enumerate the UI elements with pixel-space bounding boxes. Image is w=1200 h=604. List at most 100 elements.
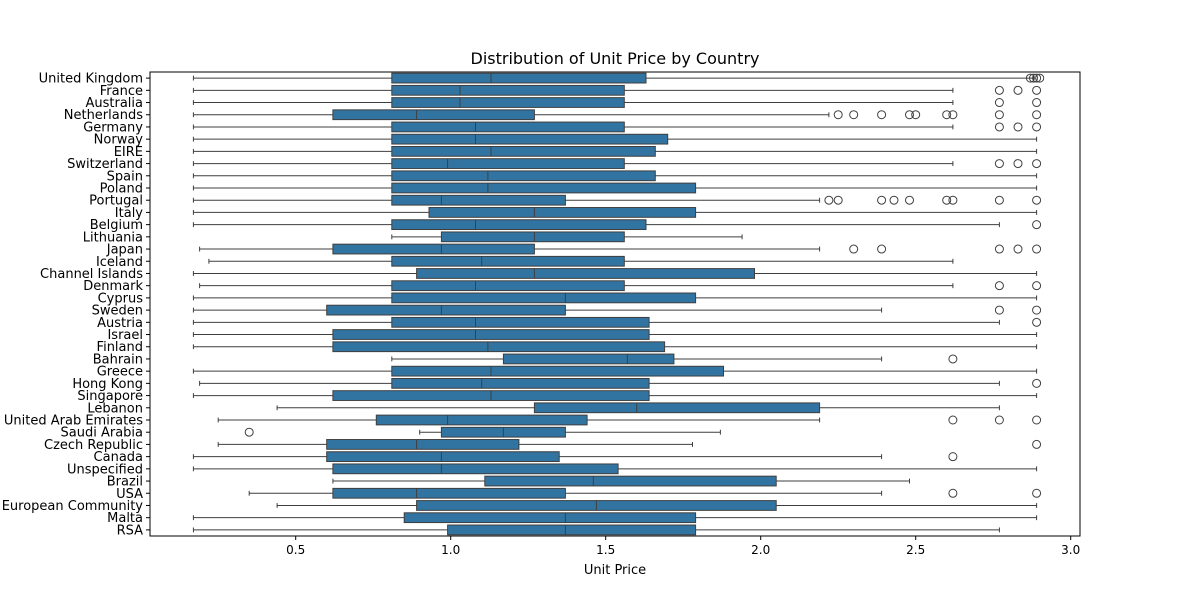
box-group <box>192 463 1038 475</box>
iqr-box <box>391 133 669 145</box>
outlier-point <box>1032 439 1042 449</box>
y-tick-label: Australia <box>85 96 143 111</box>
box-group <box>244 426 721 438</box>
outlier-point <box>889 195 899 205</box>
box-group <box>192 84 1042 96</box>
box-group <box>192 316 1042 328</box>
outlier-point <box>833 110 843 120</box>
chart-title: Distribution of Unit Price by Country <box>471 49 760 68</box>
y-tick-label: Poland <box>100 182 143 197</box>
y-tick-label: Singapore <box>77 389 143 404</box>
outlier-point <box>1013 159 1023 169</box>
outlier-point <box>994 244 1004 254</box>
box-group <box>192 219 1042 231</box>
iqr-box <box>326 439 520 450</box>
y-tick-label: Cyprus <box>98 291 144 306</box>
outlier-point <box>994 98 1004 108</box>
outlier-point <box>877 110 887 120</box>
y-tick-label: United Arab Emirates <box>4 414 143 429</box>
box-group <box>217 414 1042 426</box>
iqr-box <box>391 255 625 267</box>
outlier-point <box>1032 110 1042 120</box>
outlier-point <box>911 110 921 120</box>
y-tick-label: Canada <box>94 450 143 465</box>
outlier-point <box>849 244 859 254</box>
box-group <box>192 451 958 463</box>
outlier-point <box>994 159 1004 169</box>
box-group <box>332 475 910 487</box>
box-group <box>192 72 1045 84</box>
outlier-point <box>942 195 952 205</box>
iqr-box <box>502 353 675 365</box>
y-tick-label: Brazil <box>107 475 143 490</box>
box-group <box>276 402 1000 414</box>
y-tick-label: Lithuania <box>83 230 143 245</box>
iqr-box <box>440 231 625 243</box>
y-tick-label: Belgium <box>90 218 143 233</box>
outlier-point <box>1032 85 1042 95</box>
outlier-point <box>1032 317 1042 327</box>
iqr-box <box>391 97 625 108</box>
iqr-box <box>391 170 656 182</box>
outlier-point <box>1013 244 1023 254</box>
outlier-point <box>905 195 914 205</box>
y-tick-label: Sweden <box>92 304 143 319</box>
outlier-point <box>1032 159 1042 169</box>
iqr-box <box>391 219 647 231</box>
box-group <box>192 304 1042 316</box>
box-group <box>192 133 1038 145</box>
box-group <box>199 280 1042 292</box>
iqr-box <box>332 329 650 340</box>
y-tick-label: USA <box>116 487 143 502</box>
outlier-point <box>1032 305 1042 315</box>
y-tick-label: EIRE <box>114 145 143 160</box>
iqr-box <box>326 304 566 316</box>
outlier-point <box>1032 195 1042 205</box>
box-group <box>192 194 1042 206</box>
x-axis-label: Unit Price <box>584 563 646 578</box>
outlier-point <box>1032 220 1042 230</box>
x-tick-label: 2.0 <box>751 543 770 557</box>
box-group <box>192 207 1038 218</box>
iqr-box <box>416 268 755 279</box>
y-tick-label: Bahrain <box>93 352 143 367</box>
outlier-point <box>1029 73 1038 83</box>
y-tick-label: Channel Islands <box>40 267 143 282</box>
box-group <box>192 97 1042 108</box>
box-group <box>192 512 1038 524</box>
outlier-point <box>994 85 1004 95</box>
outlier-point <box>948 452 958 462</box>
iqr-box <box>391 158 625 169</box>
y-tick-label: Austria <box>97 316 143 331</box>
iqr-box <box>391 145 656 157</box>
outlier-point <box>849 110 859 120</box>
iqr-box <box>391 121 625 133</box>
outlier-point <box>994 110 1004 120</box>
iqr-box <box>403 512 697 524</box>
outlier-point <box>948 195 958 205</box>
box-group <box>192 292 1038 304</box>
boxes-layer <box>192 72 1045 536</box>
outlier-point <box>877 244 887 254</box>
y-tick-label: United Kingdom <box>39 72 143 87</box>
iqr-box <box>332 109 535 121</box>
y-tick-label: Denmark <box>83 279 143 294</box>
box-group <box>199 377 1042 389</box>
iqr-box <box>326 451 560 463</box>
iqr-box <box>332 243 535 255</box>
y-tick-label: France <box>100 84 143 99</box>
outlier-point <box>1035 73 1045 83</box>
y-tick-label: Switzerland <box>67 157 143 172</box>
box-group <box>192 365 1038 377</box>
outlier-point <box>1025 73 1035 83</box>
box-group <box>199 243 1042 255</box>
x-tick-label: 3.0 <box>1061 543 1080 557</box>
outlier-point <box>942 110 952 120</box>
iqr-box <box>375 414 588 426</box>
x-tick-label: 0.5 <box>286 543 305 557</box>
box-group <box>192 390 1038 401</box>
iqr-box <box>447 524 697 536</box>
outlier-point <box>1013 122 1023 132</box>
box-group <box>192 109 1042 121</box>
outlier-point <box>1032 244 1042 254</box>
